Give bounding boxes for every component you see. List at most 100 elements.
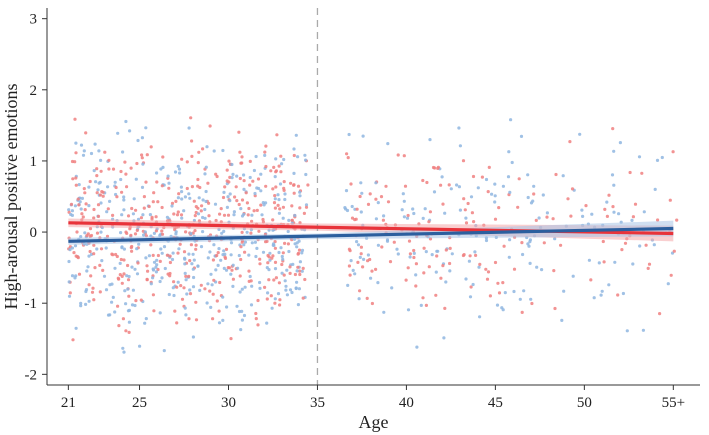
x-tick-label: 45 (488, 395, 503, 411)
scatter-point (162, 245, 167, 249)
scatter-point (136, 138, 140, 143)
scatter-point (115, 254, 119, 259)
scatter-point (93, 266, 97, 270)
scatter-point (304, 158, 308, 162)
scatter-point (395, 247, 399, 251)
scatter-point (92, 216, 96, 220)
scatter-point (484, 177, 489, 182)
scatter-point (258, 280, 262, 285)
scatter-point (160, 232, 165, 236)
scatter-point (526, 173, 530, 177)
scatter-point (101, 194, 105, 198)
scatter-point (196, 161, 200, 165)
x-tick-label: 35 (310, 395, 325, 411)
scatter-point (355, 207, 359, 211)
scatter-point (152, 191, 156, 195)
scatter-point (292, 171, 296, 175)
scatter-point (279, 170, 283, 174)
scatter-point (139, 216, 143, 220)
scatter-point (507, 255, 511, 259)
scatter-point (366, 253, 370, 257)
scatter-point (82, 149, 86, 153)
scatter-point (121, 150, 125, 154)
scatter-point (111, 213, 115, 217)
scatter-point (67, 259, 71, 264)
scatter-point (117, 277, 121, 281)
scatter-point (296, 184, 301, 188)
scatter-point (88, 249, 92, 254)
scatter-point (295, 280, 299, 284)
scatter-point (581, 214, 585, 218)
scatter-point (431, 165, 436, 170)
scatter-point (347, 247, 351, 251)
scatter-point (206, 181, 210, 185)
scatter-point (534, 218, 538, 222)
scatter-point (222, 266, 226, 270)
scatter-point (211, 292, 215, 296)
scatter-point (469, 285, 473, 289)
scatter-point (206, 282, 210, 286)
scatter-point (402, 154, 406, 158)
scatter-point (222, 190, 226, 194)
scatter-point (152, 231, 156, 235)
scatter-point (300, 248, 305, 252)
scatter-point (235, 199, 239, 203)
scatter-point (243, 240, 247, 244)
scatter-point (382, 310, 386, 314)
scatter-point (292, 183, 296, 187)
scatter-point (231, 172, 235, 176)
scatter-point (284, 288, 288, 292)
scatter-point (127, 308, 131, 312)
scatter-point (633, 202, 638, 206)
scatter-point (105, 210, 109, 214)
scatter-point (141, 213, 145, 217)
scatter-point (273, 194, 277, 198)
scatter-point (647, 262, 652, 266)
scatter-point (116, 131, 120, 135)
scatter-point (133, 303, 137, 308)
scatter-point (178, 171, 182, 175)
scatter-point (607, 283, 611, 287)
scatter-point (281, 257, 285, 261)
scatter-point (174, 199, 178, 203)
scatter-point (597, 261, 601, 265)
scatter-point (187, 252, 191, 256)
scatter-point (381, 218, 385, 222)
scatter-point (304, 203, 309, 207)
scatter-point (273, 301, 277, 305)
scatter-point (70, 246, 74, 250)
scatter-point (360, 191, 364, 195)
scatter-point (303, 153, 307, 157)
scatter-point (590, 212, 594, 216)
scatter-point (540, 268, 544, 272)
scatter-point (541, 193, 545, 197)
scatter-point (239, 161, 243, 165)
scatter-point (113, 266, 117, 270)
scatter-point (273, 267, 278, 271)
scatter-point (266, 291, 270, 295)
scatter-point (518, 297, 522, 301)
scatter-point (428, 210, 432, 214)
scatter-point (444, 280, 448, 284)
scatter-point (70, 159, 75, 164)
scatter-point (190, 185, 194, 189)
scatter-point (457, 185, 461, 189)
scatter-point (99, 247, 104, 251)
scatter-point (304, 205, 309, 209)
scatter-point (223, 185, 227, 189)
scatter-point (140, 156, 144, 160)
scatter-point (213, 202, 218, 206)
scatter-point (179, 213, 184, 217)
scatter-point (156, 253, 160, 258)
scatter-point (250, 213, 254, 217)
scatter-point (184, 274, 188, 278)
scatter-point (419, 303, 423, 307)
scatter-point (442, 336, 446, 340)
scatter-point (245, 230, 249, 234)
scatter-point (474, 253, 478, 257)
scatter-point (259, 203, 263, 207)
scatter-point (137, 242, 141, 246)
scatter-point (493, 260, 498, 265)
scatter-point (267, 278, 271, 282)
scatter-point (182, 209, 186, 213)
